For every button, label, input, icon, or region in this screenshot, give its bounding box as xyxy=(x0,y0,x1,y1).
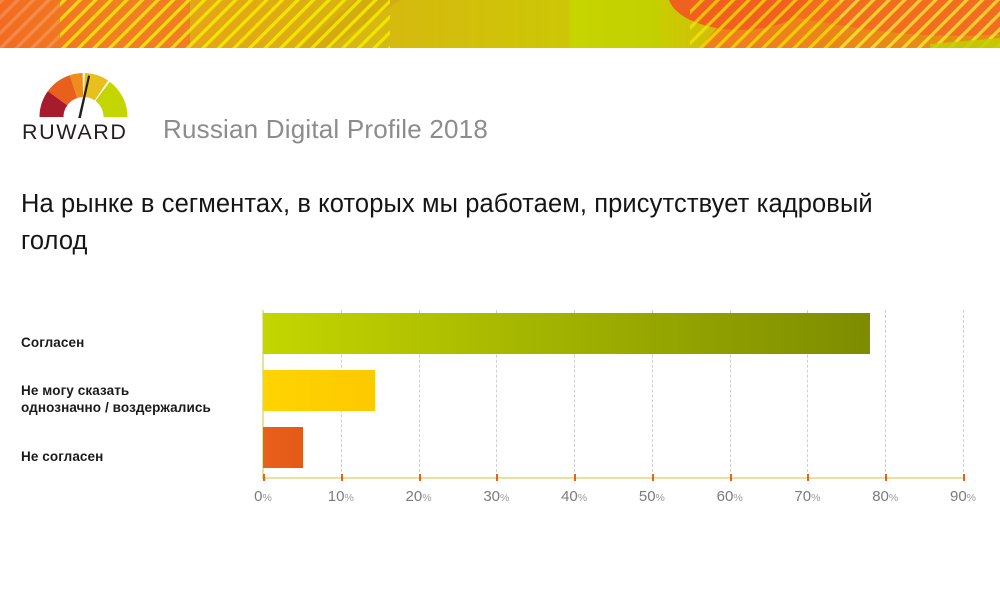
ruward-logo[interactable]: RUWARD xyxy=(22,72,152,150)
gauge-icon xyxy=(36,72,131,123)
gridline-50 xyxy=(651,310,653,477)
gridline-30 xyxy=(496,310,498,477)
gridline-60 xyxy=(729,310,731,477)
tick-label-40: 40% xyxy=(561,488,588,505)
deck-title: Russian Digital Profile 2018 xyxy=(163,114,488,144)
decorative-striped-banner xyxy=(0,0,1000,48)
tick-label-30: 30% xyxy=(483,488,510,505)
tick-20 xyxy=(418,474,421,481)
tick-label-20: 20% xyxy=(405,488,432,505)
tick-10 xyxy=(340,474,343,481)
brand-row: RUWARD Russian Digital Profile 2018 xyxy=(0,70,1000,150)
gridline-70 xyxy=(807,310,809,477)
bar-2 xyxy=(263,427,303,468)
tick-label-50: 50% xyxy=(638,488,665,505)
gridline-20 xyxy=(418,310,420,477)
tick-40 xyxy=(574,474,577,481)
category-label-agree: Согласен xyxy=(21,335,85,350)
gridline-40 xyxy=(574,310,576,477)
x-axis-line xyxy=(263,477,964,479)
category-label-undecided: Не могу сказать однозначно / воздержалис… xyxy=(21,383,211,415)
bar-chart: Согласен Не могу сказать однозначно / во… xyxy=(0,296,1000,526)
tick-label-0: 0% xyxy=(254,488,272,505)
ruward-wordmark: RUWARD xyxy=(22,120,128,144)
tick-60 xyxy=(729,474,732,481)
bar-1 xyxy=(263,370,375,411)
tick-0 xyxy=(263,474,265,481)
tick-90 xyxy=(963,474,965,481)
tick-50 xyxy=(651,474,654,481)
tick-label-10: 10% xyxy=(327,488,354,505)
tick-label-70: 70% xyxy=(794,488,821,505)
plot-area xyxy=(263,310,964,477)
slide-heading: На рынке в сегментах, в которых мы работ… xyxy=(21,190,873,255)
gridline-90 xyxy=(963,310,964,477)
tick-80 xyxy=(885,474,888,481)
category-label-disagree: Не согласен xyxy=(21,449,104,464)
tick-label-80: 80% xyxy=(872,488,899,505)
bar-0 xyxy=(263,313,870,354)
tick-label-90: 90% xyxy=(949,488,977,505)
gridline-80 xyxy=(885,310,887,477)
tick-label-60: 60% xyxy=(716,488,743,505)
tick-70 xyxy=(807,474,810,481)
tick-30 xyxy=(496,474,499,481)
